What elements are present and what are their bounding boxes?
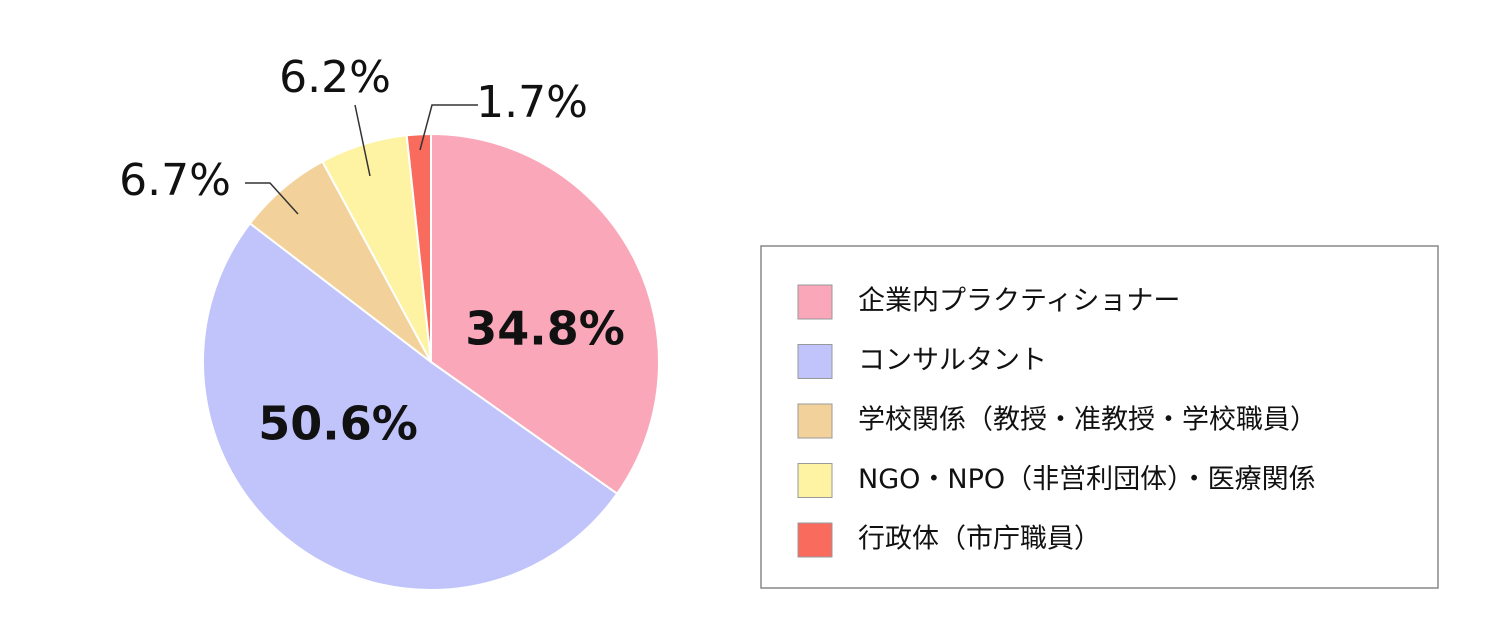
legend-swatch [797,344,833,379]
legend-label: 企業内プラクティショナー [858,286,1180,317]
data-label: 6.2% [279,52,391,103]
legend-swatch [797,403,833,439]
pie-slice [430,132,660,496]
legend-swatch [797,284,833,320]
leader-line [354,104,371,177]
legend-label: コンサルタント [858,345,1047,376]
legend-label: 行政体（市庁職員） [858,524,1101,555]
data-label: 50.6% [258,397,418,451]
pie-slice [405,132,432,363]
data-label: 34.8% [465,302,625,356]
leader-line [245,182,299,215]
leader-line [419,104,478,151]
legend-box [760,245,1439,589]
legend-label: NGO・NPO（非営利団体）・医療関係 [858,464,1316,495]
legend-swatch [797,522,833,558]
data-label: 1.7% [476,77,588,128]
data-label: 6.7% [119,155,231,206]
legend-swatch [797,463,833,498]
legend-label: 学校関係（教授・准教授・学校職員） [858,405,1317,436]
pie-slice [202,221,619,591]
